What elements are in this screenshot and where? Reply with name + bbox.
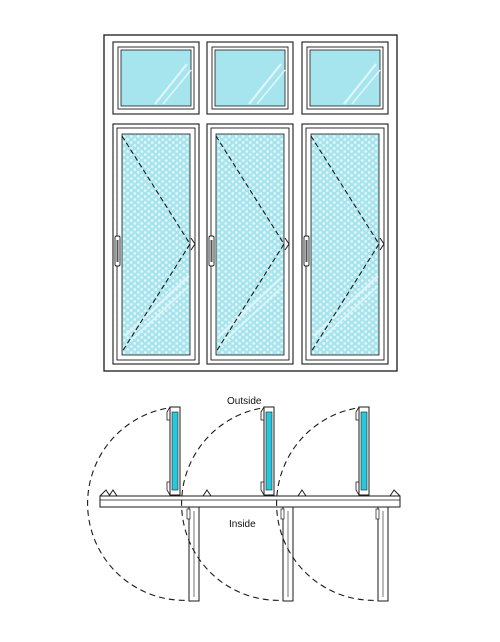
insect-screen-mesh xyxy=(310,133,380,356)
pivot-notch xyxy=(297,489,307,497)
plan-casement-unit xyxy=(87,406,200,602)
glass-reflection xyxy=(313,275,379,337)
opening-swing-arc xyxy=(87,406,194,601)
hinge-icon xyxy=(190,237,196,251)
glass-reflection xyxy=(256,69,286,105)
glass-reflection xyxy=(313,285,379,347)
transom-window xyxy=(112,41,200,115)
handle-icon xyxy=(208,235,215,267)
handle-icon xyxy=(186,508,191,520)
opening-direction-dashes xyxy=(215,135,285,353)
inside-label: Inside xyxy=(229,519,256,530)
casement-window xyxy=(301,123,389,365)
opening-direction-dashes xyxy=(310,135,380,353)
sash-glass-plan xyxy=(360,411,368,491)
opening-plan: Outside Inside xyxy=(87,396,401,602)
glass-reflection xyxy=(343,63,377,105)
plan-casement-unit xyxy=(181,406,294,602)
transom-glass xyxy=(309,49,381,107)
transom-window xyxy=(301,41,389,115)
hinge-icon xyxy=(379,237,385,251)
glass-reflection xyxy=(124,285,190,347)
sash-glass-plan xyxy=(171,411,179,491)
transom-window xyxy=(206,41,294,115)
glass-reflection xyxy=(162,69,192,105)
opening-direction-dashes xyxy=(121,135,191,353)
sash-glass-plan xyxy=(265,411,273,491)
handle-icon xyxy=(303,235,310,267)
outside-label: Outside xyxy=(227,396,262,407)
insect-screen-mesh xyxy=(215,133,285,356)
pivot-notch xyxy=(202,489,212,497)
glass-reflection xyxy=(124,275,190,337)
handle-icon xyxy=(280,508,285,520)
glass-reflection xyxy=(218,285,284,347)
handle-icon xyxy=(114,235,121,267)
casement-row xyxy=(112,123,389,365)
hinge-icon xyxy=(284,237,290,251)
glass-reflection xyxy=(248,63,282,105)
plan-casement-unit xyxy=(276,406,389,602)
opening-swing-arc xyxy=(181,406,288,601)
transom-row xyxy=(112,41,389,115)
casement-window xyxy=(206,123,294,365)
transom-glass xyxy=(120,49,192,107)
wall-section xyxy=(99,489,401,508)
handle-icon xyxy=(375,508,380,520)
casement-window xyxy=(112,123,200,365)
glass-reflection xyxy=(351,69,381,105)
window-elevation xyxy=(103,34,398,372)
glass-reflection xyxy=(218,275,284,337)
transom-glass xyxy=(214,49,286,107)
glass-reflection xyxy=(154,63,188,105)
pivot-notch xyxy=(108,489,118,497)
insect-screen-mesh xyxy=(121,133,191,356)
opening-swing-arc xyxy=(276,406,383,601)
